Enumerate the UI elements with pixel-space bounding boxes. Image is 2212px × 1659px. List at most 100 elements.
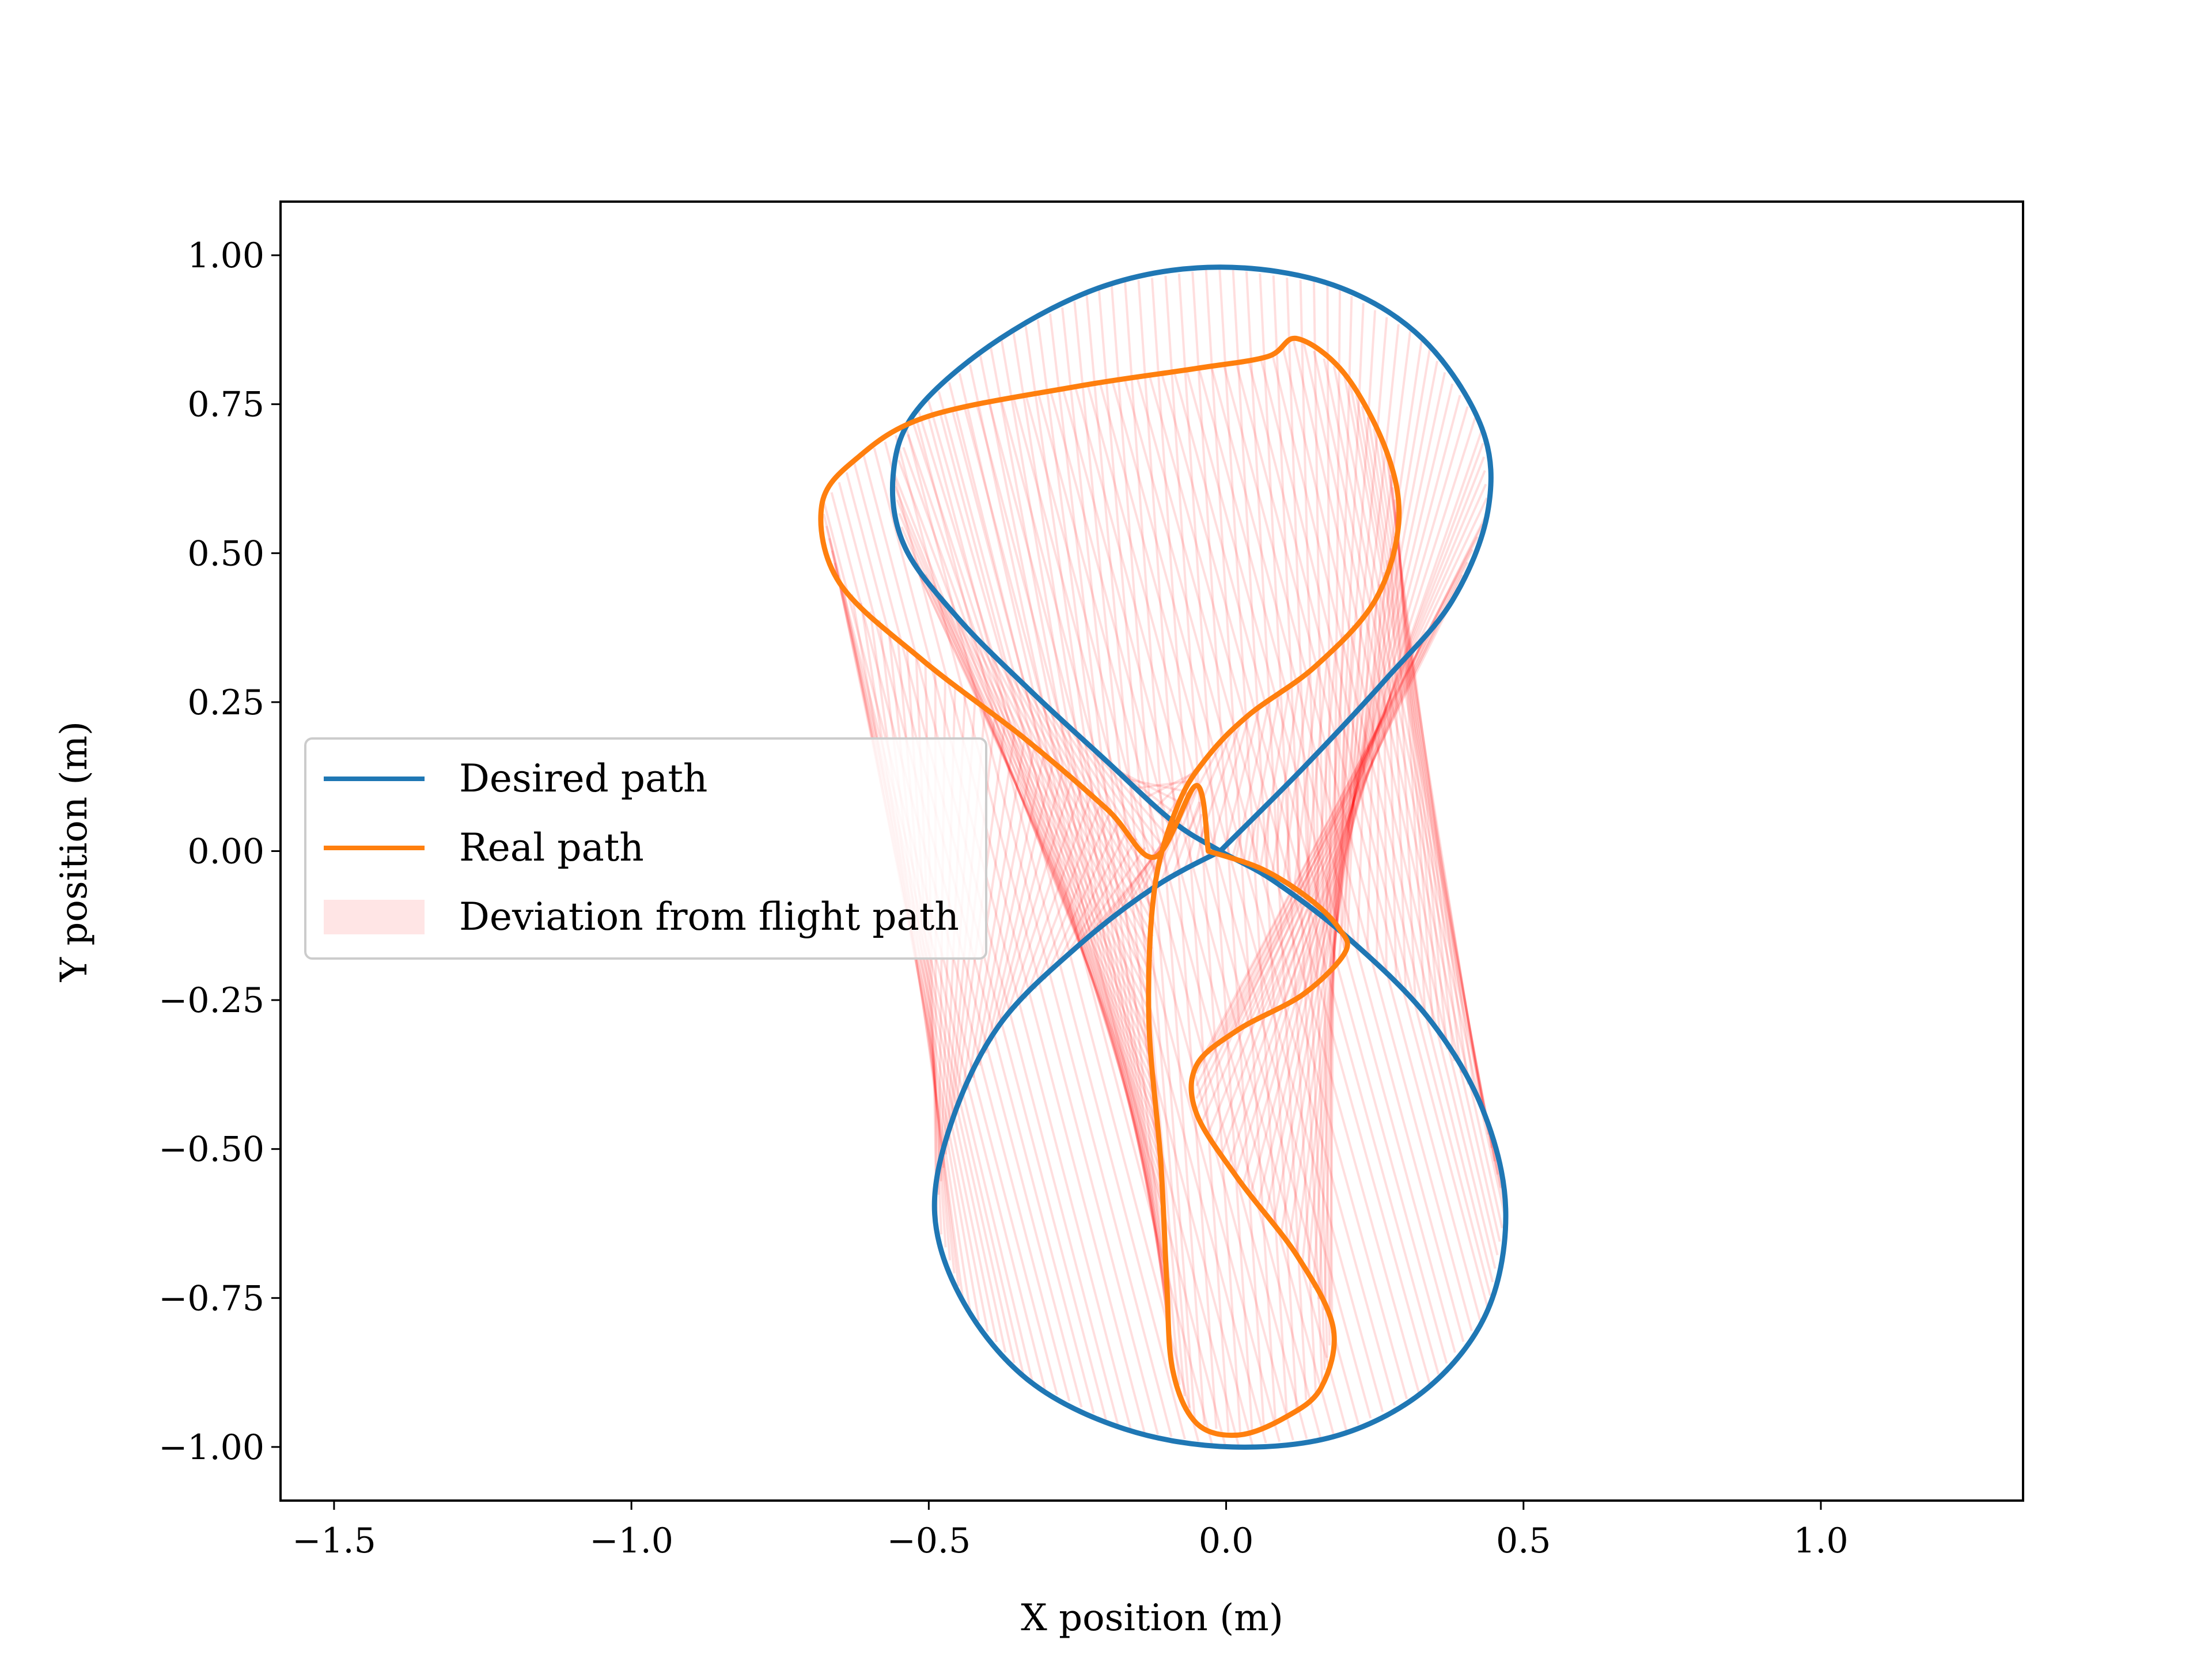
y-tick-label: 0.75 (187, 385, 264, 425)
deviation-line (1043, 820, 1120, 980)
deviation-line (1208, 562, 1469, 1055)
deviation-line (1124, 282, 1206, 1426)
deviation-line (1389, 548, 1407, 995)
x-tick-label: −0.5 (887, 1521, 971, 1561)
deviation-line (1361, 406, 1490, 1135)
deviation-line (984, 763, 1055, 1054)
deviation-line (1326, 284, 1334, 1334)
deviation-line (1356, 606, 1371, 947)
deviation-line (1259, 357, 1494, 1283)
deviation-line (1015, 676, 1154, 925)
x-axis-ticks: −1.5 −1.0 −0.5 0.0 0.5 1.0 (292, 1501, 1849, 1561)
deviation-line (903, 540, 1156, 1087)
deviation-line (1328, 289, 1342, 1322)
deviation-line (1271, 353, 1497, 1269)
deviation-line (967, 627, 1152, 987)
deviation-line (1264, 372, 1446, 1215)
y-tick-label: −1.00 (158, 1427, 264, 1468)
deviation-line (1024, 685, 1155, 912)
deviation-line (1270, 677, 1301, 880)
deviation-line (1065, 722, 1163, 863)
deviation-line (932, 585, 1152, 1037)
deviation-line (968, 364, 1168, 1274)
deviation-line (1306, 317, 1388, 1277)
deviation-line (1355, 395, 1493, 1149)
deviation-line (997, 779, 1074, 1029)
deviation-line (1222, 363, 1482, 1321)
deviation-line (1324, 744, 1328, 917)
deviation-line (1366, 596, 1378, 957)
deviation-line (1254, 812, 1260, 868)
deviation-line (1281, 642, 1418, 1006)
deviation-line (1373, 428, 1483, 1108)
deviation-line (976, 637, 1152, 975)
x-tick-label: 0.5 (1496, 1521, 1551, 1561)
deviation-line (1332, 366, 1502, 1188)
deviation-line (966, 738, 1026, 1090)
deviation-line (897, 460, 1162, 1162)
deviation-line (941, 596, 1150, 1025)
deviation-line (1210, 365, 1473, 1331)
desired-path-line (889, 264, 1509, 1450)
deviation-line (990, 771, 1064, 1041)
deviation-line (1195, 497, 1488, 1112)
deviation-line (1259, 620, 1436, 1018)
deviation-line (902, 446, 1162, 1175)
deviation-line (916, 563, 1154, 1062)
deviation-line (908, 552, 1155, 1074)
deviation-line (1211, 714, 1251, 847)
deviation-line (1024, 803, 1102, 999)
path-lines (818, 264, 1509, 1450)
deviation-line (873, 448, 1132, 1431)
legend: Desired path Real path Deviation from fl… (304, 737, 987, 960)
deviation-line (1234, 417, 1476, 1176)
deviation-line (907, 434, 1164, 1187)
deviation-line (1195, 826, 1205, 865)
deviation-line (1136, 779, 1193, 790)
deviation-line (884, 441, 1146, 1433)
legend-box (304, 737, 987, 960)
deviation-line (949, 607, 1150, 1012)
deviation-line (1061, 307, 1176, 1374)
deviation-line (1097, 289, 1191, 1408)
deviation-line (1246, 692, 1281, 867)
deviation-line (1187, 732, 1233, 832)
deviation-line (1195, 524, 1484, 1087)
deviation-line (1382, 572, 1388, 976)
deviation-line (1205, 269, 1277, 1421)
deviation-line (1000, 401, 1281, 1442)
deviation-line (1343, 714, 1355, 949)
deviation-line (1249, 395, 1461, 1195)
deviation-line (976, 406, 1254, 1445)
deviation-line (951, 411, 1227, 1446)
deviation-line (1323, 358, 1505, 1202)
deviation-line (1393, 536, 1417, 1005)
deviation-line (1053, 829, 1129, 971)
deviation-line (1270, 631, 1427, 1013)
deviation-line (1171, 801, 1200, 878)
deviation-line (927, 416, 1200, 1442)
deviation-line (1386, 560, 1397, 986)
deviation-line (978, 754, 1045, 1066)
legend-label-real: Real path (459, 825, 644, 870)
deviation-line (1272, 361, 1438, 1225)
deviation-line (960, 730, 1016, 1103)
deviation-line (1376, 584, 1381, 967)
y-tick-label: 0.25 (187, 683, 264, 723)
deviation-line (1050, 391, 1335, 1436)
y-tick-label: 1.00 (187, 236, 264, 276)
y-axis-label: Y position (m) (53, 721, 96, 982)
deviation-line (1258, 684, 1291, 873)
deviation-line (1191, 271, 1265, 1426)
legend-label-deviation: Deviation from flight path (459, 895, 959, 939)
deviation-line (1093, 846, 1162, 934)
deviation-line (1000, 338, 1170, 1312)
deviation-line (1324, 634, 1346, 922)
x-tick-label: 1.0 (1793, 1521, 1848, 1561)
deviation-line (1200, 483, 1487, 1123)
deviation-line (1176, 740, 1224, 825)
deviation-line (1248, 610, 1445, 1025)
deviation-line (1048, 313, 1173, 1362)
deviation-line (1137, 280, 1218, 1429)
deviation-line (1313, 282, 1331, 1346)
